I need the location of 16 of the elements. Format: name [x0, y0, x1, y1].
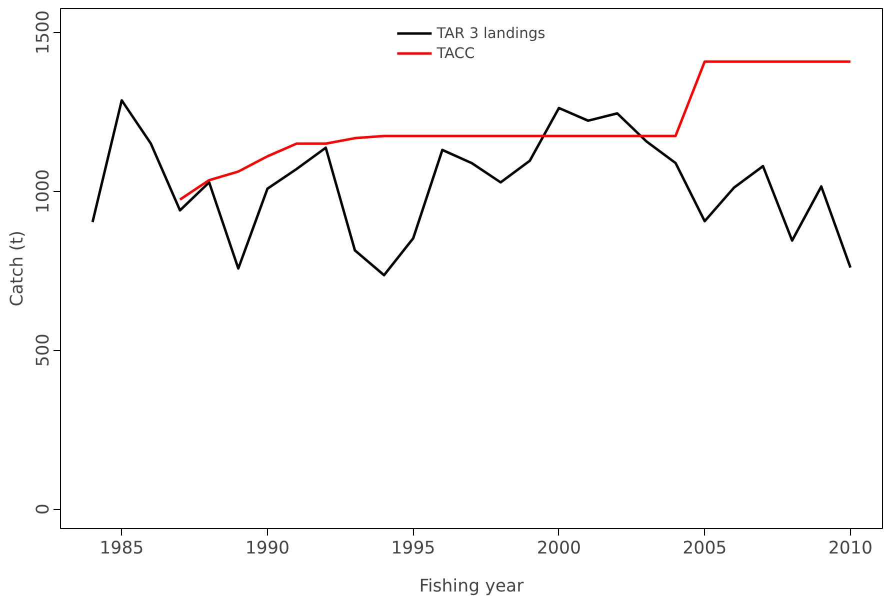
legend-label: TACC — [436, 44, 475, 62]
line-series — [91, 99, 852, 276]
y-tick-label: 0 — [34, 504, 54, 515]
x-tick-label: 2010 — [828, 538, 872, 558]
y-axis-title: Catch (t) — [8, 230, 28, 306]
x-axis-title: Fishing year — [419, 576, 525, 596]
x-tick-label: 2000 — [536, 538, 582, 558]
y-tick-label: 500 — [34, 334, 54, 367]
x-tick-label: 1985 — [100, 538, 144, 558]
y-tick-label: 1500 — [34, 10, 54, 54]
x-tick-label: 1995 — [391, 538, 436, 558]
line-series — [178, 60, 852, 201]
x-tick-label: 1990 — [245, 538, 290, 558]
x-tick-label: 2005 — [682, 538, 727, 558]
legend-label: TAR 3 landings — [436, 24, 546, 42]
y-tick-label: 1000 — [34, 169, 54, 214]
